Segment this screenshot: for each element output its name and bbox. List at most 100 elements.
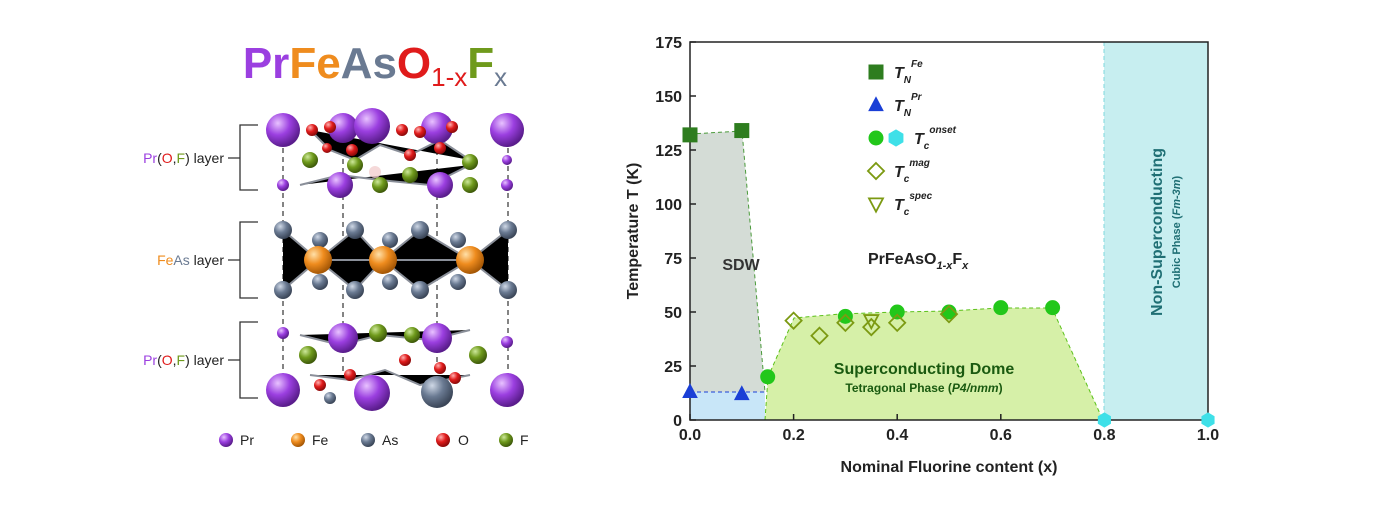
title-part: Pr: [243, 39, 289, 88]
y-axis-label: Temperature T (K): [625, 163, 642, 300]
label-part: As: [173, 252, 189, 268]
hexagon-marker: [1201, 412, 1215, 428]
legend-marker: [866, 161, 886, 181]
annotation: SDW: [722, 257, 760, 274]
label-part: (: [157, 352, 162, 368]
y-tick-label: 125: [655, 143, 682, 160]
legend-label: Fe: [312, 432, 329, 448]
x-tick-label: 0.8: [1093, 427, 1115, 444]
x-tick-label: 1.0: [1197, 427, 1219, 444]
legend-label: Tc onset: [914, 125, 957, 152]
triangle-marker: [733, 385, 750, 401]
legend-label: Tc spec: [894, 191, 933, 218]
legend-name: T: [894, 98, 905, 115]
legend-name: T: [894, 65, 905, 82]
label-part: ) layer: [185, 352, 224, 368]
layer-label: Pr(O,F) layer: [143, 352, 224, 368]
triangle-marker: [682, 383, 698, 399]
annotation-part: ): [1171, 175, 1183, 179]
label-part: ) layer: [185, 150, 224, 166]
legend-marker: [868, 130, 884, 146]
label-part: F: [177, 150, 186, 166]
title-part: As: [341, 39, 397, 88]
hexagon-marker: [1097, 412, 1111, 428]
label-part: layer: [190, 252, 225, 268]
label-part: F: [177, 352, 186, 368]
y-tick-label: 75: [664, 251, 682, 268]
title-part: x: [494, 62, 507, 92]
legend-sup: spec: [909, 191, 932, 202]
circle-marker: [837, 308, 853, 324]
label-part: Fe: [157, 252, 174, 268]
diamond-marker: [861, 317, 881, 337]
circle-marker: [993, 300, 1009, 316]
annotation: Tetragonal Phase (P4/nmm): [845, 381, 1002, 395]
structure-title: PrFeAsO1-xFx: [243, 39, 507, 92]
title-part: O: [397, 39, 431, 88]
legend-label: F: [520, 432, 529, 448]
annotation-part: Fm-3m: [1171, 179, 1183, 215]
legend-marker: [888, 129, 904, 147]
legend-name: T: [914, 131, 925, 148]
brackets: [228, 124, 258, 399]
label-part: Pr: [143, 150, 157, 166]
circle-marker: [760, 369, 776, 385]
y-tick-label: 100: [655, 197, 682, 214]
legend-label: O: [458, 432, 469, 448]
sdw-region: [690, 131, 765, 392]
annotation: Superconducting Dome: [834, 361, 1015, 378]
legend-sub: c: [904, 207, 910, 218]
x-axis-label: Nominal Fluorine content (x): [841, 459, 1058, 476]
annotation: Non-Superconducting: [1149, 148, 1166, 316]
legend-marker: [868, 96, 884, 112]
annotation-part: ): [999, 381, 1003, 395]
legend-label: Pr: [240, 432, 254, 448]
annotation-part: P4/nmm: [952, 381, 999, 395]
chart: SDW PrFeAsO1-xFx Superconducting Dome Te…: [625, 35, 1219, 476]
legend-label: Tc mag: [894, 158, 930, 185]
label-part: (: [157, 150, 162, 166]
triangle-down-marker: [862, 314, 880, 331]
y-tick-label: 0: [673, 413, 682, 430]
label-part: ,: [173, 150, 177, 166]
label-part: O: [162, 150, 173, 166]
legend-sub: c: [904, 174, 910, 185]
legend-name: T: [894, 197, 905, 214]
legend-sub: c: [924, 141, 930, 152]
y-tick-label: 175: [655, 35, 682, 52]
diamond-marker: [810, 326, 829, 346]
label-part: O: [162, 352, 173, 368]
legend-label: As: [382, 432, 398, 448]
title-part: 1-x: [431, 62, 467, 92]
annotation-part: PrFeAsO: [868, 251, 936, 268]
x-tick-label: 0.0: [679, 427, 701, 444]
label-part: Pr: [143, 352, 157, 368]
diamond-marker: [836, 313, 855, 333]
annotation: PrFeAsO1-xFx: [868, 251, 969, 272]
plot-frame: [689, 41, 1209, 421]
legend-sup: Fe: [911, 59, 923, 70]
annotation-part: F: [952, 251, 962, 268]
title-part: Fe: [289, 39, 340, 88]
circle-marker: [889, 304, 905, 320]
legend-marker: [868, 64, 884, 80]
pr-order-region: [690, 392, 765, 420]
diamond-marker: [784, 311, 803, 330]
annotation-part: 1-x: [936, 260, 953, 272]
structure-panel: PrFeAsO1-xFx Pr(O,F) layer FeAs layer Pr…: [143, 39, 528, 448]
annotation-part: Cubic Phase (: [1171, 215, 1183, 288]
legend-sup: onset: [929, 125, 956, 136]
circle-marker: [1045, 300, 1061, 316]
phase-regions: [689, 42, 1208, 421]
label-part: ,: [173, 352, 177, 368]
layer-label: Pr(O,F) layer: [143, 150, 224, 166]
square-marker: [734, 123, 750, 139]
annotation: Cubic Phase (Fm-3m): [1171, 175, 1183, 288]
atom-legend: Pr Fe As O F: [219, 432, 529, 448]
legend-label: TN Fe: [894, 59, 923, 86]
annotation-part: x: [961, 260, 969, 272]
annotation-part: Tetragonal Phase (: [845, 381, 951, 395]
non-sc-region: [1104, 42, 1208, 420]
legend-sup: Pr: [911, 92, 923, 103]
